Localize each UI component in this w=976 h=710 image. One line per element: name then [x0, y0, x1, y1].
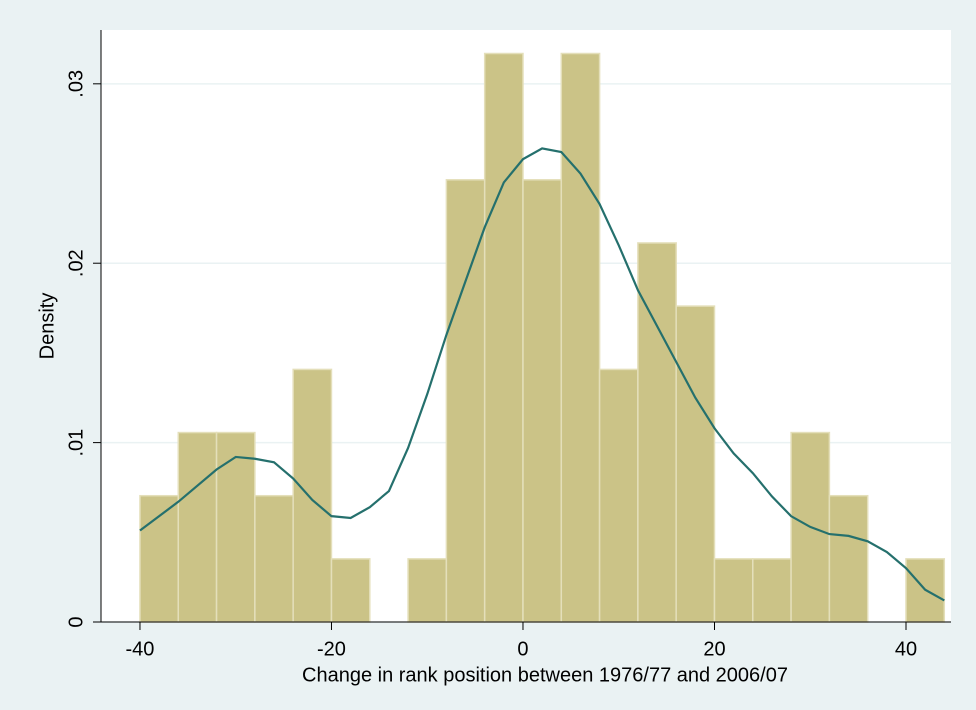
x-tick-label: -20 [317, 638, 346, 660]
x-tick-label: -40 [126, 638, 155, 660]
y-tick-label: 0 [65, 616, 87, 627]
bar [139, 494, 180, 623]
x-tick-label: 20 [703, 638, 725, 660]
y-axis-label: Density [36, 293, 58, 360]
bar [330, 558, 371, 623]
y-tick-label: .03 [65, 70, 87, 98]
bar [177, 431, 218, 623]
y-tick-label: .02 [65, 249, 87, 277]
bar [522, 179, 563, 623]
y-tick-label: .01 [65, 429, 87, 457]
bar [560, 52, 601, 623]
bar [407, 558, 448, 623]
bar [598, 368, 639, 623]
x-tick-label: 0 [517, 638, 528, 660]
bar [254, 494, 294, 623]
bar [713, 558, 754, 623]
bar [483, 52, 524, 623]
bar [752, 558, 792, 623]
density-line [139, 147, 945, 602]
x-axis-label: Change in rank position between 1976/77 … [302, 664, 788, 686]
bar [292, 368, 333, 623]
bar [828, 494, 869, 623]
bar [675, 305, 716, 623]
x-tick-label: 40 [895, 638, 917, 660]
bar [215, 431, 256, 623]
